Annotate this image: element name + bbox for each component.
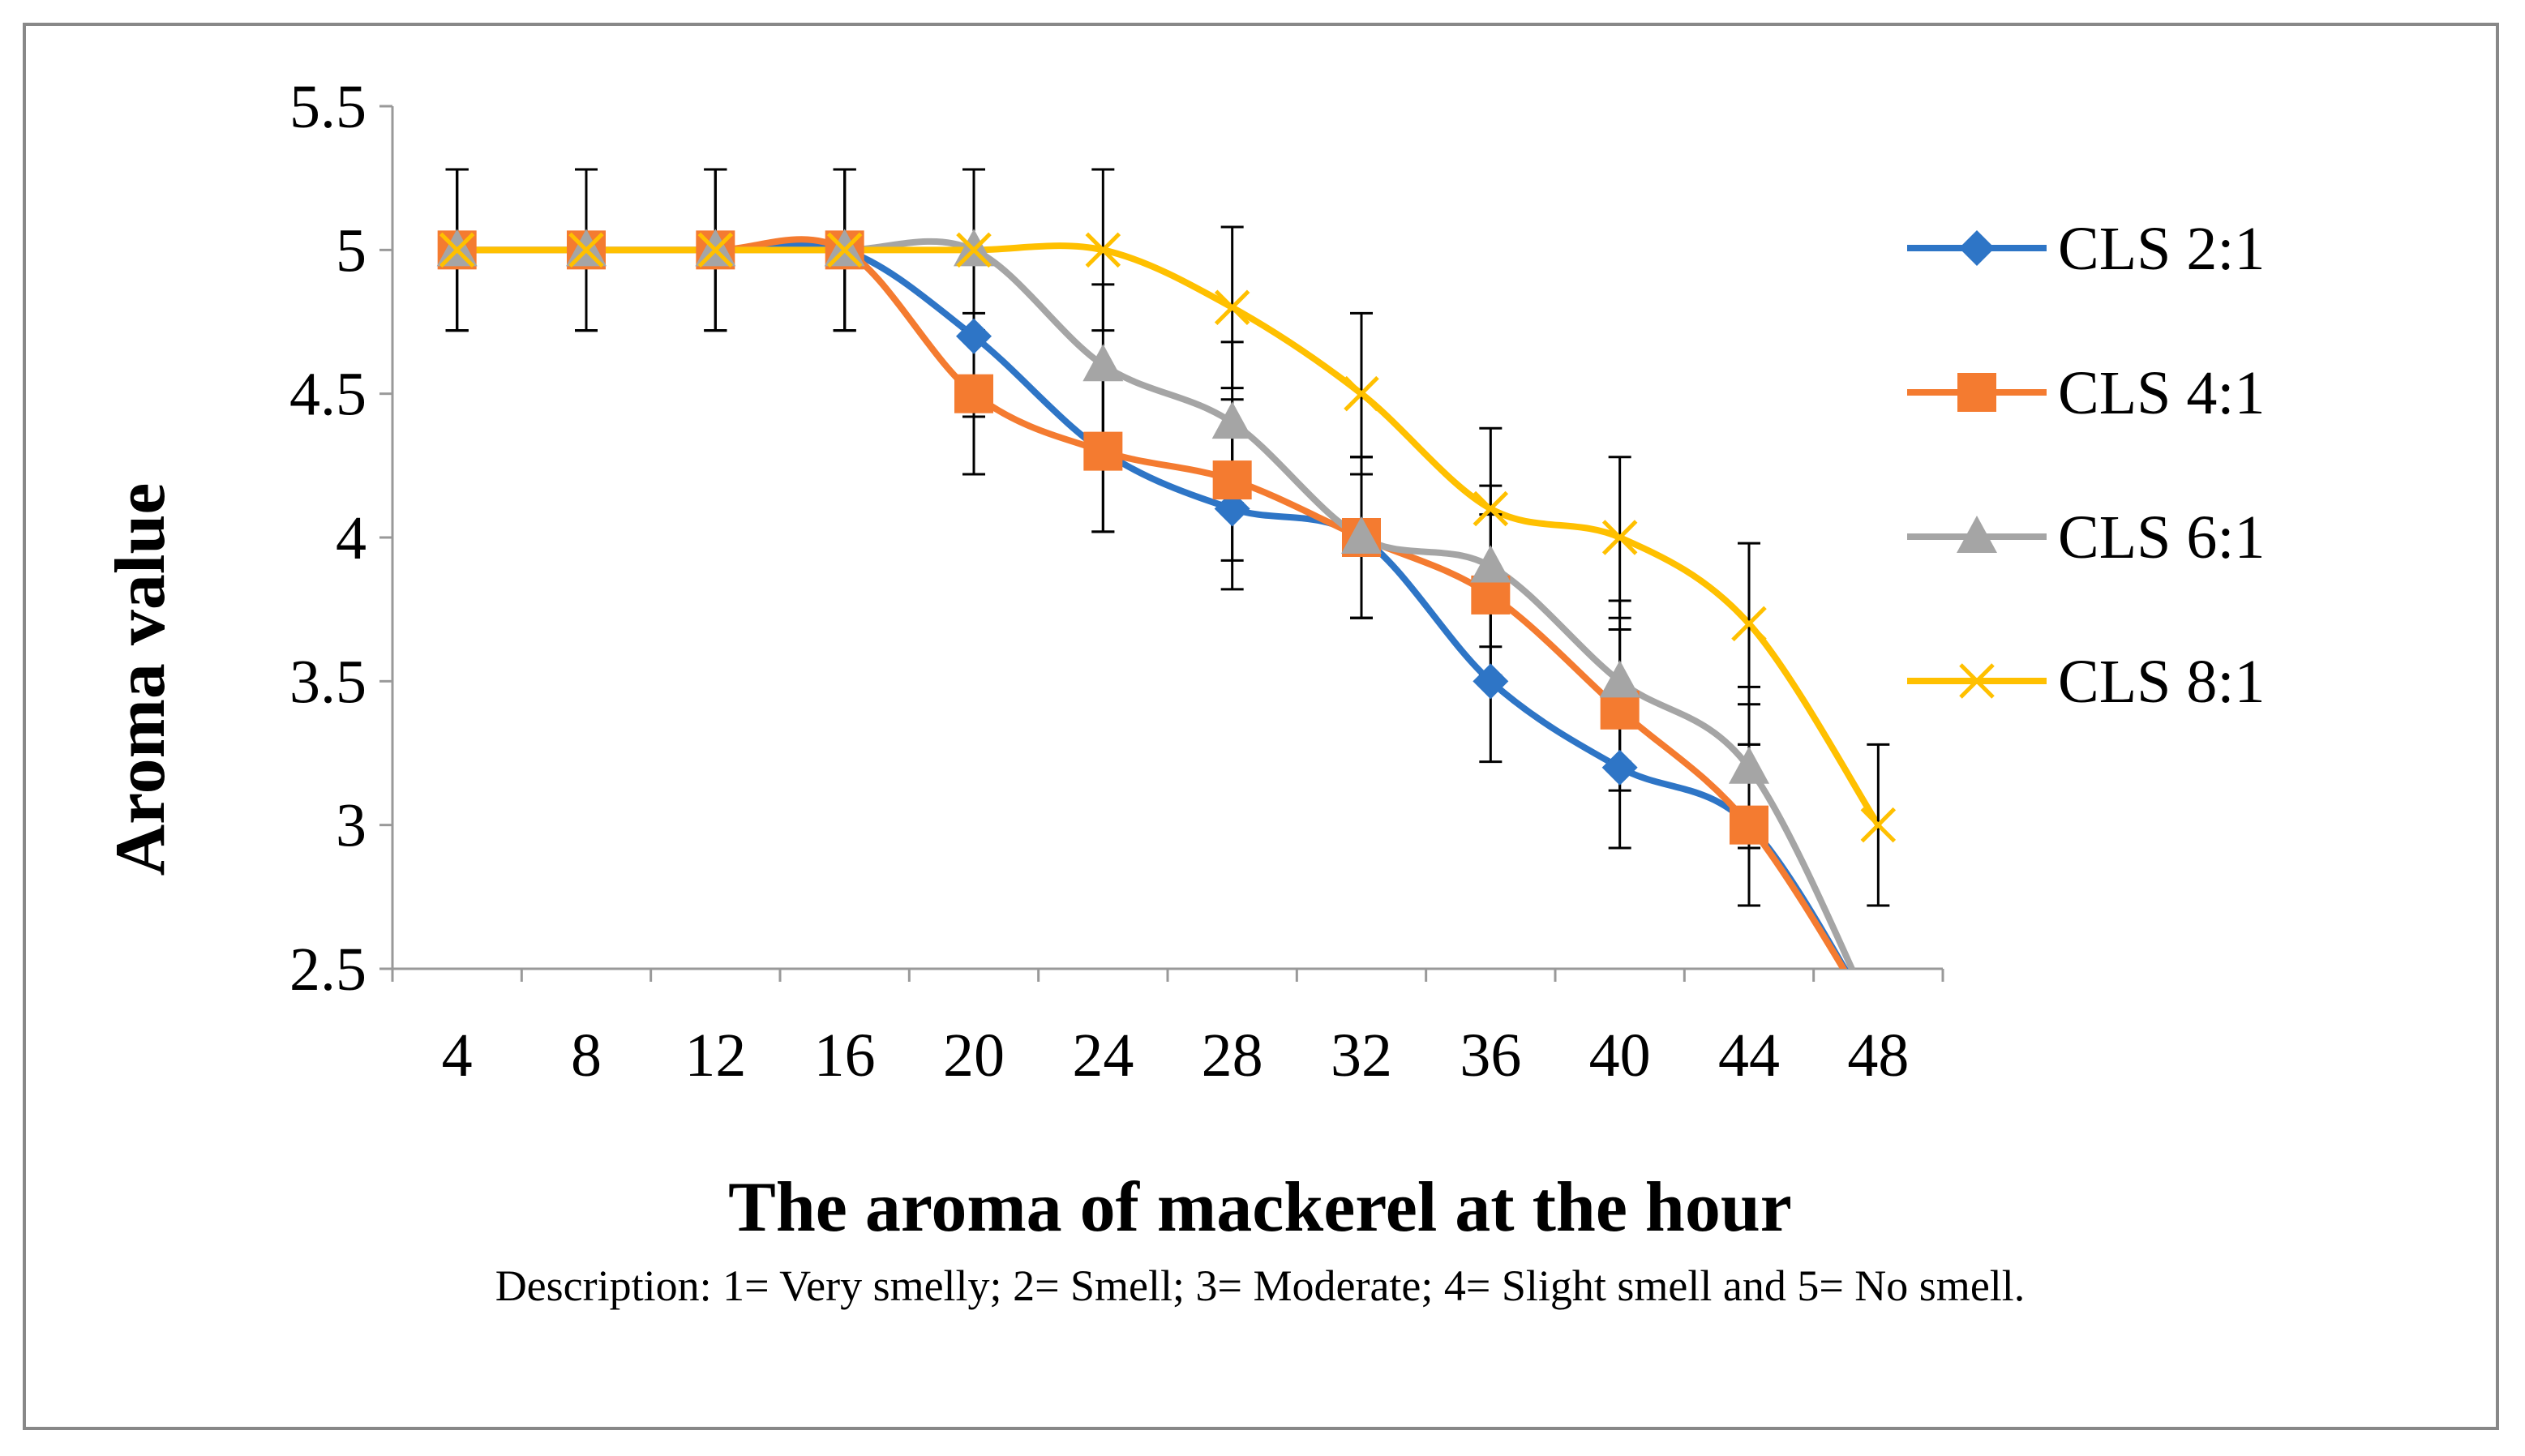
data-point-cls-8-1 — [1473, 490, 1509, 527]
error-bars — [445, 168, 1890, 907]
x-tick-label: 20 — [943, 1021, 1005, 1090]
legend-item-cls-2-1: CLS 2:1 — [1907, 215, 2266, 283]
y-tick-label: 3.5 — [289, 648, 367, 716]
x-axis-title: The aroma of mackerel at the hour — [728, 1168, 1792, 1247]
x-tick-label: 32 — [1331, 1021, 1392, 1090]
series-markers — [436, 229, 1897, 845]
data-point-cls-6-1 — [1082, 344, 1124, 382]
data-point-cls-8-1 — [697, 232, 734, 268]
data-point-cls-8-1 — [439, 232, 475, 268]
legend-item-cls-6-1: CLS 6:1 — [1907, 503, 2266, 572]
chart-caption: Description: 1= Very smelly; 2= Smell; 3… — [495, 1261, 2026, 1310]
data-point-cls-4-1 — [1083, 431, 1123, 471]
data-point-cls-4-1 — [954, 374, 993, 413]
x-axis-ticks: 4 8 12 16 20 24 28 32 36 40 44 48 — [391, 969, 1944, 1090]
y-tick-label: 3 — [336, 792, 367, 860]
legend-marker — [1957, 373, 1996, 412]
data-point-cls-2-1 — [1214, 490, 1250, 527]
legend-item-cls-8-1: CLS 8:1 — [1907, 648, 2266, 716]
y-axis-ticks: 2.5 3 3.5 4 4.5 5 5.5 — [289, 73, 392, 1004]
legend-marker — [1959, 230, 1995, 266]
x-tick-label: 24 — [1072, 1021, 1134, 1090]
data-point-cls-8-1 — [826, 232, 863, 268]
data-point-cls-6-1 — [1599, 660, 1640, 698]
x-tick-label: 16 — [814, 1021, 876, 1090]
data-point-cls-6-1 — [1211, 401, 1253, 439]
y-tick-label: 4.5 — [289, 361, 367, 429]
data-point-cls-8-1 — [1731, 606, 1767, 642]
x-tick-label: 40 — [1589, 1021, 1651, 1090]
data-point-cls-4-1 — [1730, 805, 1768, 845]
data-point-cls-8-1 — [1214, 289, 1250, 326]
legend-marker — [1959, 663, 1995, 699]
y-tick-label: 4 — [336, 504, 367, 572]
data-point-cls-8-1 — [1601, 520, 1638, 555]
data-point-cls-2-1 — [956, 318, 992, 354]
x-tick-label: 4 — [442, 1021, 473, 1090]
legend-marker — [1957, 516, 1997, 553]
y-axis-title: Aroma value — [101, 483, 180, 876]
data-point-cls-6-1 — [1341, 516, 1382, 554]
legend-label: CLS 4:1 — [2058, 359, 2266, 427]
data-point-cls-2-1 — [1473, 663, 1509, 700]
series-line-cls-2-1 — [453, 240, 1849, 969]
data-point-cls-6-1 — [1470, 545, 1511, 583]
series-line-cls-4-1 — [453, 236, 1848, 969]
x-tick-label: 36 — [1460, 1021, 1521, 1090]
data-point-cls-8-1 — [1085, 232, 1121, 268]
x-tick-label: 8 — [571, 1021, 602, 1090]
data-point-cls-8-1 — [1860, 807, 1897, 843]
data-point-cls-4-1 — [1212, 460, 1252, 500]
legend-label: CLS 8:1 — [2058, 648, 2266, 716]
y-tick-label: 5 — [336, 216, 367, 285]
legend-item-cls-4-1: CLS 4:1 — [1907, 359, 2266, 427]
y-tick-label: 2.5 — [289, 936, 367, 1004]
legend-label: CLS 6:1 — [2058, 503, 2266, 572]
data-point-cls-6-1 — [1729, 746, 1769, 784]
series-line-cls-6-1 — [453, 238, 1856, 969]
x-tick-label: 44 — [1718, 1021, 1780, 1090]
data-point-cls-2-1 — [1601, 749, 1638, 786]
chart-frame — [23, 23, 2499, 1430]
x-tick-label: 28 — [1202, 1021, 1263, 1090]
x-tick-label: 12 — [684, 1021, 746, 1090]
series-line-cls-8-1 — [453, 242, 1882, 829]
data-point-cls-8-1 — [568, 232, 604, 268]
legend: CLS 2:1 CLS 4:1 CLS 6:1 CLS 8:1 — [1907, 215, 2266, 716]
data-point-cls-8-1 — [956, 232, 992, 268]
data-point-cls-8-1 — [1344, 375, 1379, 412]
y-tick-label: 5.5 — [289, 73, 367, 141]
series-lines — [453, 236, 1882, 969]
x-tick-label: 48 — [1847, 1021, 1909, 1090]
legend-label: CLS 2:1 — [2058, 215, 2266, 283]
